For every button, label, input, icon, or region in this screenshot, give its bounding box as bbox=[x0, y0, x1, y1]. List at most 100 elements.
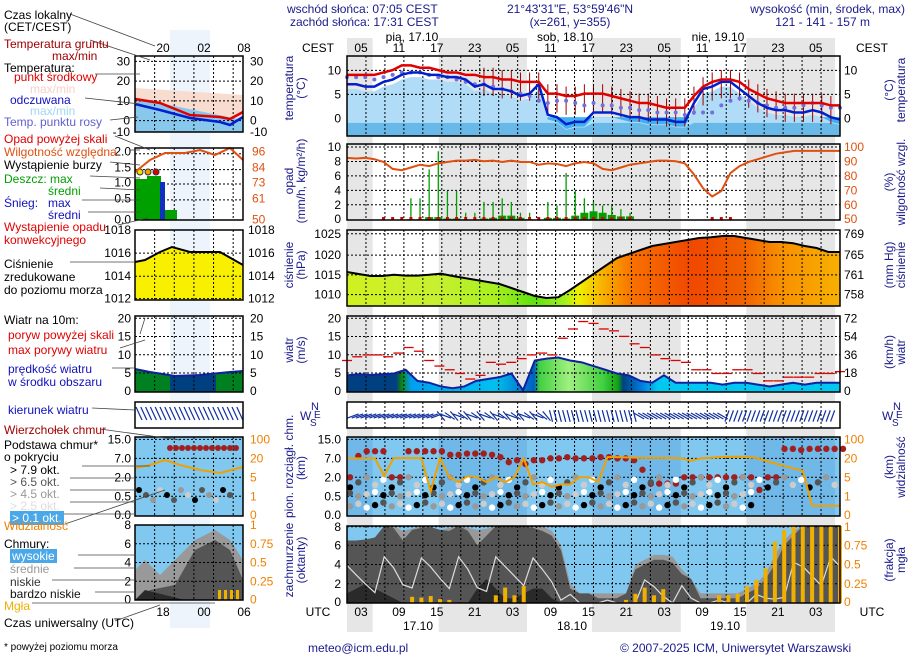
wind-direction-arrow bbox=[597, 410, 602, 422]
precip-tick: 4 bbox=[334, 183, 341, 197]
precip-tick: 0 bbox=[334, 212, 341, 226]
cloud-base-dot bbox=[430, 489, 437, 497]
cloud-base-dot bbox=[388, 484, 395, 491]
compass-e-left: E bbox=[314, 410, 321, 421]
wind-direction-arrow bbox=[369, 413, 381, 419]
cloud-base-dot bbox=[639, 489, 646, 497]
utc-time-tick: 09 bbox=[544, 605, 558, 619]
wind-direction-arrow bbox=[386, 413, 399, 419]
cloud-base-dot bbox=[814, 479, 822, 486]
cloud-base-dot bbox=[655, 474, 663, 481]
legend-pressure: Ciśnienie bbox=[4, 257, 54, 271]
cloud-base-dot bbox=[622, 481, 629, 489]
legend-cloud-top-dot bbox=[197, 445, 203, 451]
wind-direction-arrow bbox=[733, 410, 739, 422]
dew-point-dot bbox=[582, 103, 587, 108]
humidity-tick: 80 bbox=[844, 169, 858, 183]
wind-direction-arrow bbox=[816, 410, 823, 422]
wind-direction-arrow bbox=[502, 411, 512, 421]
fog-bar bbox=[633, 593, 638, 603]
wind-direction-arrow bbox=[768, 410, 774, 422]
legend-leader-line bbox=[99, 428, 181, 441]
utc-time-tick: 15 bbox=[582, 605, 596, 619]
dew-point-dot bbox=[728, 98, 733, 103]
convective-marker bbox=[619, 217, 623, 220]
cloud-base-dot bbox=[714, 491, 721, 499]
local-time-label-right: CEST bbox=[856, 41, 889, 55]
cloud-base-dot bbox=[689, 500, 696, 508]
cloud-base-dot bbox=[739, 504, 746, 511]
legend-clouds: Chmury: bbox=[4, 537, 50, 551]
cloud-base-dot bbox=[380, 499, 387, 506]
convective-marker bbox=[455, 217, 459, 220]
cloud-base-dot bbox=[839, 476, 847, 484]
legend-cloud-tick: 0.0 bbox=[114, 508, 131, 522]
cloud-top-dot bbox=[839, 445, 847, 453]
legend-pressure-tick-right: 1012 bbox=[248, 292, 275, 306]
cloud-base-dot bbox=[798, 476, 805, 484]
cloud-base-dot bbox=[664, 488, 671, 496]
wind-direction-arrow bbox=[515, 411, 525, 421]
fog-bar bbox=[782, 529, 787, 603]
wind-direction-arrow bbox=[659, 412, 671, 420]
legend-storm-marker bbox=[152, 168, 160, 176]
cloud-base-dot bbox=[664, 501, 671, 509]
wind-direction-arrow bbox=[457, 412, 469, 420]
temp-grid bbox=[347, 56, 840, 136]
legend-local-tick: 02 bbox=[197, 41, 211, 55]
legend-cloud-top-dot bbox=[179, 445, 185, 451]
local-time-tick: 23 bbox=[771, 41, 785, 55]
compass-n-left: N bbox=[311, 401, 319, 413]
legend-grid bbox=[135, 56, 243, 132]
legend-wind-arrow bbox=[140, 406, 148, 421]
legend-wind-area-dark bbox=[170, 375, 216, 392]
legend-wind-tick-right: 5 bbox=[250, 366, 257, 380]
cloud-base-dot bbox=[380, 491, 387, 499]
legend-wind-arrow bbox=[197, 406, 205, 421]
legend-cloud-base2: o pokryciu bbox=[4, 450, 59, 464]
pressure-line bbox=[346, 235, 840, 300]
wind-direction-arrow bbox=[463, 411, 472, 421]
legend-temp-tick-left: 20 bbox=[117, 74, 131, 88]
legend-snow-bar bbox=[160, 182, 165, 220]
wind-direction-arrow bbox=[382, 413, 395, 419]
cloud-base-dot bbox=[647, 500, 655, 508]
legend-visibility-tick: 0 bbox=[250, 508, 257, 522]
cloud-base-dot bbox=[622, 501, 629, 509]
fog-bar bbox=[493, 595, 498, 603]
cloud-base-dot bbox=[630, 499, 638, 506]
legend-pressure-area bbox=[135, 247, 243, 300]
cloud-base-dot bbox=[346, 503, 354, 510]
cloud-base-dot bbox=[530, 504, 538, 511]
dew-point-dot bbox=[536, 98, 541, 103]
cloud-top-dot bbox=[480, 450, 487, 457]
wind-direction-arrow bbox=[505, 413, 518, 419]
wind-direction-arrow bbox=[695, 412, 707, 420]
wind-direction-arrow bbox=[785, 410, 792, 422]
dew-point-dot bbox=[591, 101, 596, 106]
legend-pressure-tick-left: 1018 bbox=[104, 223, 131, 237]
cloud-base-dot bbox=[580, 501, 588, 509]
cloud-base-dot bbox=[455, 501, 462, 509]
legend-okt-45: > 4.5 okt. bbox=[10, 487, 60, 501]
wind-tick-kmh: 0 bbox=[844, 384, 851, 398]
wind-direction-arrow bbox=[703, 412, 715, 420]
fog-bar bbox=[744, 586, 749, 603]
fog-bar bbox=[791, 526, 796, 603]
email-link[interactable]: meteo@icm.edu.pl bbox=[308, 641, 409, 655]
cloud-top-dot bbox=[422, 448, 429, 455]
cloud-base-dot bbox=[614, 474, 621, 481]
legend-snow-mean: średni bbox=[48, 208, 81, 222]
wind-direction-arrow bbox=[542, 411, 551, 421]
cloud-top-dot bbox=[388, 474, 395, 481]
cloud-base-dot bbox=[664, 481, 671, 489]
wind-direction-arrow bbox=[417, 413, 430, 419]
dew-point-dot bbox=[746, 98, 751, 103]
cloud-top-dot bbox=[430, 448, 437, 455]
legend-wind-tick-left: 10 bbox=[118, 348, 132, 362]
wind-direction-arrow bbox=[523, 412, 535, 420]
legend-cloud-base-dot bbox=[185, 492, 191, 498]
fog-bar bbox=[763, 568, 768, 603]
legend-temp-line bbox=[134, 97, 244, 121]
legend-wind-arrow bbox=[164, 406, 172, 421]
